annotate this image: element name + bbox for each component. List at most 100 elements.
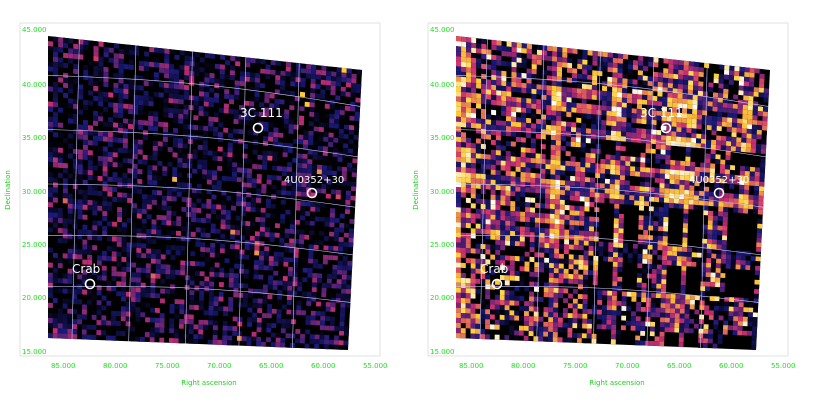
map-pixel [82, 224, 88, 230]
map-pixel [476, 83, 482, 89]
map-pixel [456, 317, 461, 324]
map-pixel [140, 292, 146, 298]
map-pixel [48, 292, 53, 298]
map-pixel [705, 158, 711, 164]
map-pixel [571, 78, 577, 84]
map-pixel [682, 223, 688, 229]
map-pixel [657, 254, 663, 260]
map-pixel [712, 229, 718, 235]
map-pixel [761, 139, 767, 145]
map-pixel [536, 54, 542, 61]
map-pixel [200, 247, 206, 253]
map-pixel [197, 159, 203, 165]
map-pixel [176, 191, 182, 197]
map-pixel [524, 251, 530, 257]
map-pixel [701, 119, 707, 125]
map-pixel [182, 143, 188, 149]
map-pixel [343, 242, 349, 247]
map-pixel [181, 226, 186, 232]
map-pixel [519, 231, 525, 237]
map-pixel [591, 89, 597, 96]
map-pixel [299, 91, 306, 98]
map-pixel [716, 126, 722, 132]
map-pixel [77, 199, 83, 205]
map-pixel [198, 125, 204, 131]
map-pixel [456, 252, 461, 258]
map-pixel [622, 63, 628, 70]
map-pixel [714, 305, 720, 311]
map-pixel [117, 147, 123, 153]
map-pixel [165, 249, 171, 255]
map-pixel [610, 174, 616, 180]
map-pixel [202, 174, 208, 180]
map-pixel [310, 320, 316, 326]
map-pixel [82, 239, 88, 245]
map-pixel [48, 262, 53, 268]
map-pixel [87, 264, 93, 270]
map-pixel [550, 164, 556, 170]
map-pixel [146, 253, 151, 259]
y-tick-label: 40.000 [22, 81, 47, 89]
map-pixel [241, 191, 247, 197]
map-pixel [329, 231, 335, 237]
map-pixel [97, 131, 103, 137]
map-pixel [83, 69, 89, 76]
map-pixel [711, 130, 717, 136]
map-pixel [341, 166, 348, 172]
map-pixel [129, 44, 135, 51]
map-pixel [684, 304, 690, 310]
map-pixel [601, 129, 607, 135]
map-pixel [98, 116, 104, 122]
map-pixel [308, 121, 314, 127]
map-pixel [101, 320, 107, 326]
map-pixel [207, 169, 213, 176]
map-pixel [719, 291, 725, 297]
map-pixel [578, 235, 584, 241]
map-pixel [314, 117, 320, 123]
map-pixel [466, 47, 472, 53]
map-pixel [686, 127, 692, 134]
map-pixel [548, 267, 554, 274]
map-pixel [127, 148, 133, 154]
map-pixel [126, 262, 132, 268]
map-pixel [636, 301, 642, 307]
map-pixel [599, 197, 605, 203]
map-pixel [77, 329, 82, 335]
map-pixel [621, 305, 627, 311]
map-pixel [123, 128, 128, 134]
map-pixel [149, 332, 155, 338]
map-pixel [611, 305, 617, 311]
map-pixel [201, 198, 207, 204]
map-pixel [741, 142, 747, 148]
source-label-4u0352: 4U0352+30 [284, 175, 344, 186]
map-pixel [641, 114, 647, 120]
map-pixel [181, 182, 187, 188]
map-pixel [178, 84, 184, 90]
map-pixel [616, 106, 622, 113]
map-pixel [581, 113, 587, 119]
map-pixel [571, 127, 577, 133]
map-pixel [539, 282, 544, 288]
map-pixel [480, 183, 486, 190]
map-pixel [734, 70, 740, 77]
map-pixel [709, 310, 714, 316]
map-pixel [62, 173, 68, 179]
map-pixel [631, 296, 637, 302]
map-pixel [604, 183, 610, 189]
map-pixel [77, 254, 83, 260]
map-pixel [529, 301, 534, 307]
map-pixel [291, 172, 297, 178]
map-pixel [759, 68, 765, 75]
map-pixel [321, 174, 327, 180]
map-pixel [329, 325, 335, 331]
map-pixel [111, 276, 117, 282]
map-pixel [269, 232, 275, 238]
map-pixel [470, 288, 476, 294]
map-pixel [456, 212, 461, 218]
map-pixel [48, 277, 53, 283]
map-pixel [151, 219, 157, 225]
map-pixel [456, 182, 461, 188]
map-pixel [53, 51, 59, 58]
map-frame [427, 22, 789, 357]
map-pixel [107, 221, 113, 227]
